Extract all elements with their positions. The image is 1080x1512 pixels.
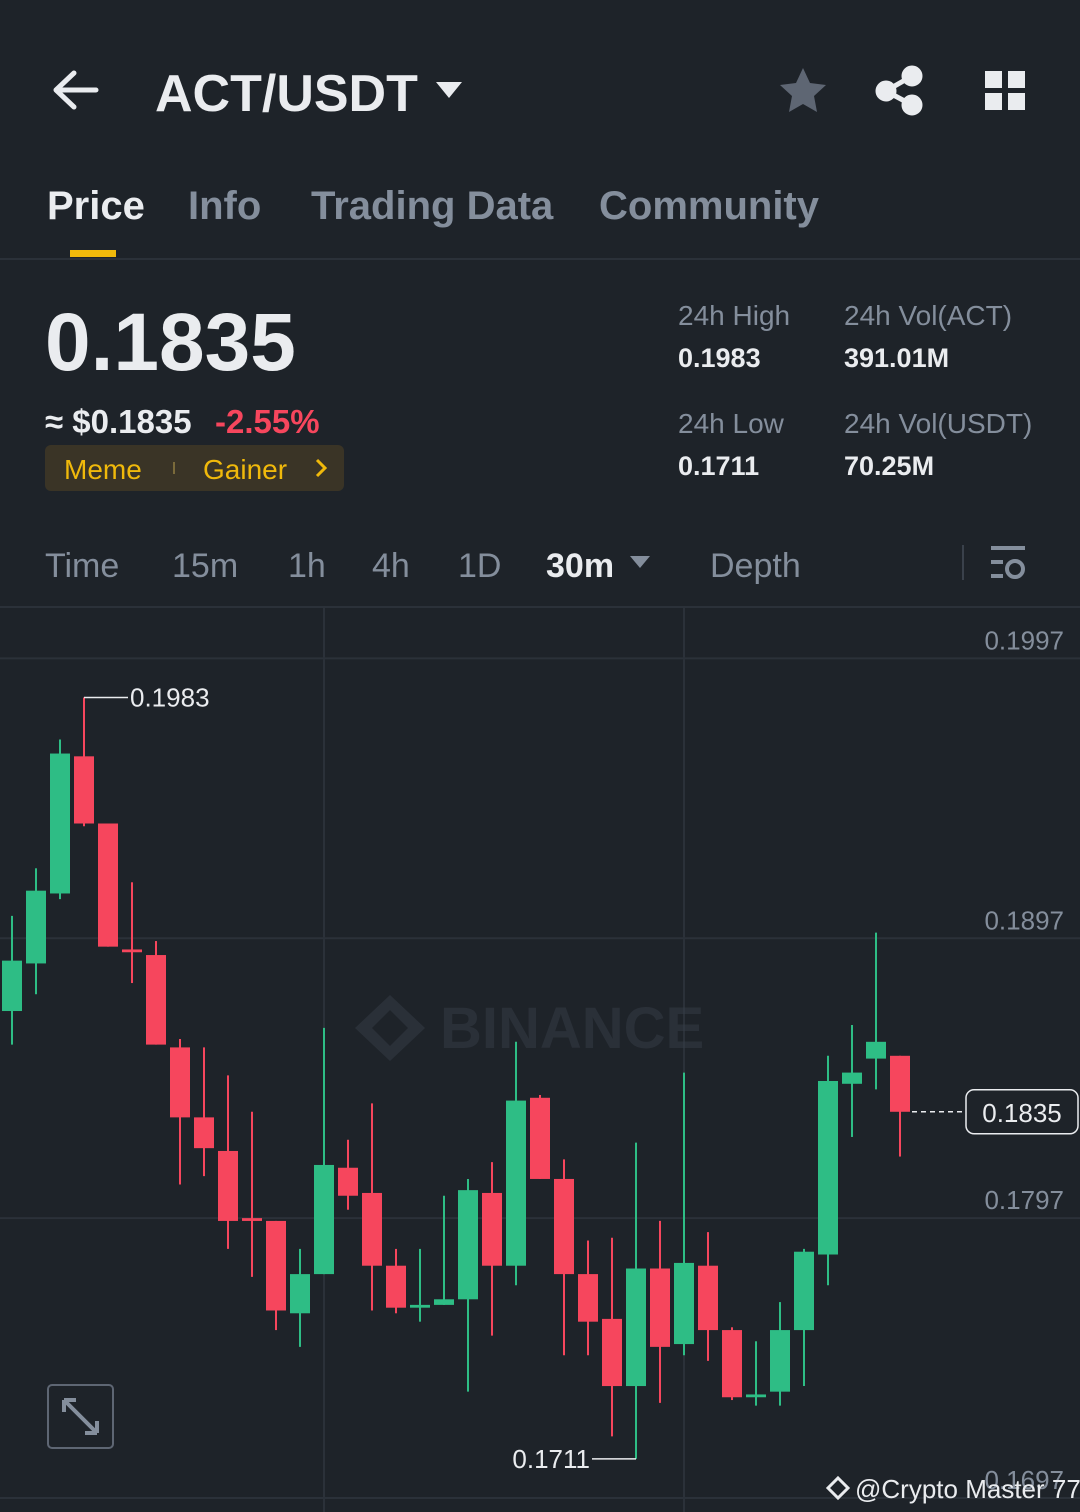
plot: 0.1697 0.1797 0.1897 0.1997 0.1983 0.1711 0.18… — [0, 625, 1080, 1500]
interval-tab[interactable]: Depth — [710, 547, 801, 585]
footer-credit: @Crypto Master 77 — [855, 1474, 1080, 1504]
y-tick-label: 0.1897 — [984, 905, 1064, 935]
share-icon[interactable] — [875, 65, 923, 116]
pair-dropdown[interactable] — [436, 82, 462, 98]
candle-body — [818, 1080, 838, 1255]
fullscreen-icon — [62, 1398, 99, 1435]
candle-body — [674, 1262, 694, 1345]
candle-body — [290, 1274, 310, 1314]
candle-body — [650, 1268, 670, 1347]
candle-body — [362, 1192, 382, 1266]
candle-body — [890, 1055, 910, 1112]
y-tick-label: 0.1697 — [984, 1465, 1064, 1495]
candle-body — [98, 823, 118, 947]
candle-body — [842, 1072, 862, 1084]
stat-label: 24h Vol(USDT) — [844, 408, 1032, 439]
candle-body — [146, 955, 166, 1045]
divider — [0, 258, 1080, 260]
stat-value: 391.01M — [844, 343, 949, 373]
tab-price[interactable]: Price — [47, 184, 145, 228]
tab-info[interactable]: Info — [188, 184, 261, 228]
grid-menu-icon[interactable] — [985, 71, 1025, 110]
candle-body — [722, 1330, 742, 1398]
stat-value: 0.1711 — [678, 451, 759, 481]
interval-tab-active[interactable]: 30m — [546, 547, 614, 585]
tab-community[interactable]: Community — [599, 184, 820, 228]
interval-tab[interactable]: 1h — [288, 547, 326, 585]
candle-body — [410, 1304, 430, 1308]
candle-body — [698, 1265, 718, 1331]
stat-value: 70.25M — [844, 451, 934, 481]
low-marker-label: 0.1711 — [512, 1444, 590, 1474]
candle-body — [314, 1164, 334, 1275]
candle-body — [482, 1192, 502, 1266]
tag-box[interactable] — [45, 445, 344, 491]
candle-body — [530, 1097, 550, 1179]
candle-body — [242, 1218, 262, 1221]
price-change: -2.55% — [215, 403, 320, 440]
candle-body — [506, 1100, 526, 1266]
candle-body — [602, 1318, 622, 1387]
favorite-icon[interactable] — [780, 68, 826, 112]
pair-title[interactable]: ACT/USDT — [155, 65, 418, 123]
candle-body — [866, 1041, 886, 1059]
fiat-price: ≈ $0.1835 — [45, 403, 192, 440]
candle-body — [170, 1047, 190, 1118]
interval-tab[interactable]: 4h — [372, 547, 410, 585]
y-tick-label: 0.1997 — [984, 625, 1064, 655]
candle-body — [386, 1265, 406, 1308]
watermark: BINANCE — [355, 995, 704, 1061]
tag-meme[interactable]: Meme — [64, 454, 142, 485]
candle-body — [266, 1220, 286, 1311]
last-price-label: 0.1835 — [982, 1098, 1062, 1128]
stat-label: 24h Vol(ACT) — [844, 300, 1012, 331]
chart-settings-icon[interactable] — [991, 546, 1025, 579]
interval-tab[interactable]: 15m — [172, 547, 238, 585]
candle-body — [74, 756, 94, 824]
candle-body — [458, 1190, 478, 1300]
candle-body — [2, 960, 22, 1012]
candle-body — [218, 1150, 238, 1221]
candle-body — [26, 890, 46, 964]
back-button[interactable] — [53, 70, 99, 110]
tag-chevron — [315, 458, 328, 478]
candle-body — [626, 1268, 646, 1387]
candle-body — [122, 949, 142, 953]
stat-value: 0.1983 — [678, 343, 761, 373]
fullscreen-button[interactable] — [47, 1384, 114, 1449]
candle-body — [770, 1330, 790, 1392]
high-marker-label: 0.1983 — [130, 683, 210, 713]
tab-trading-data[interactable]: Trading Data — [311, 184, 554, 228]
footer-logo — [825, 1475, 851, 1501]
candle-body — [794, 1251, 814, 1331]
interval-tab[interactable]: 1D — [458, 547, 501, 585]
last-price: 0.1835 — [45, 297, 296, 388]
candle-body — [50, 753, 70, 894]
tab-indicator — [70, 250, 116, 257]
candle-body — [578, 1274, 598, 1322]
candle-body — [746, 1394, 766, 1398]
candle-body — [554, 1178, 574, 1275]
stat-label: 24h High — [678, 300, 790, 331]
y-tick-label: 0.1797 — [984, 1185, 1064, 1215]
candle-body — [338, 1167, 358, 1196]
interval-dropdown[interactable] — [630, 556, 650, 568]
divider — [0, 606, 1080, 608]
candle-body — [434, 1299, 454, 1305]
watermark-text: BINANCE — [440, 996, 704, 1061]
tag-gainer[interactable]: Gainer — [203, 454, 287, 485]
interval-tab[interactable]: Time — [45, 547, 119, 585]
last-price-box — [965, 1089, 1079, 1135]
candle-body — [194, 1117, 214, 1149]
stat-label: 24h Low — [678, 408, 785, 439]
